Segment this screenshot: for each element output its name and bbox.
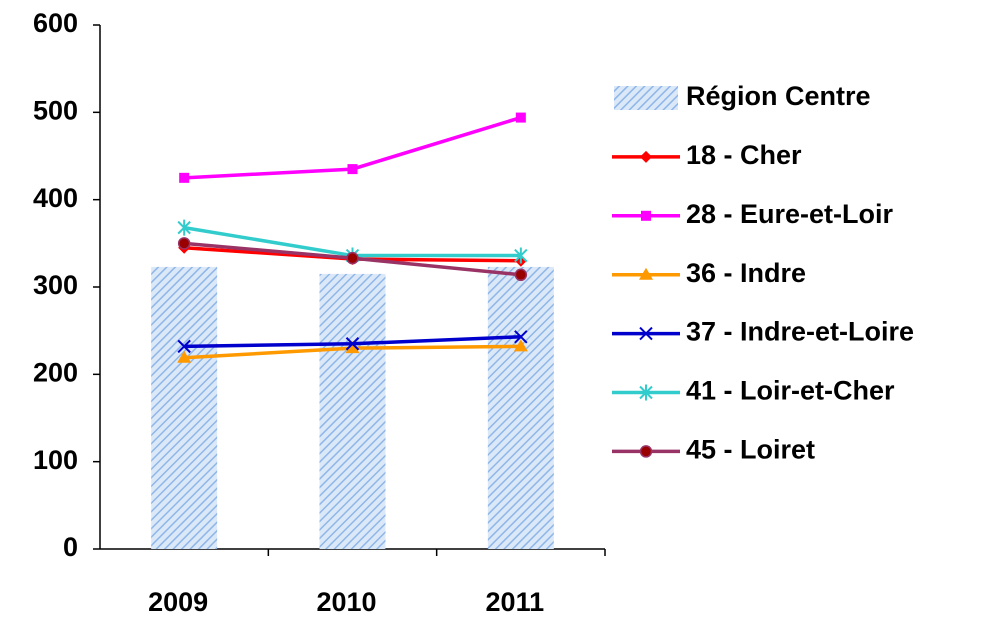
legend-swatch [614,86,678,110]
legend-label: 45 - Loiret [686,435,815,465]
marker [177,237,191,250]
marker [515,112,526,123]
y-tick-label: 100 [33,445,78,475]
x-tick-label: 2009 [148,587,208,617]
marker [347,164,358,175]
y-tick-label: 300 [33,270,78,300]
y-tick-label: 500 [33,95,78,125]
y-tick-label: 0 [63,532,78,562]
legend-label: 41 - Loir-et-Cher [686,376,895,406]
legend-label: 37 - Indre-et-Loire [686,317,914,347]
x-tick-label: 2011 [486,587,545,617]
marker [641,210,651,221]
marker [639,326,653,341]
marker [639,267,653,280]
legend-label: 36 - Indre [686,258,806,288]
bar [319,273,386,549]
bar [487,266,554,549]
marker [345,341,360,354]
marker [514,247,528,264]
marker [640,150,652,163]
legend-label: 18 - Cher [686,140,802,170]
legend-label: Région Centre [686,81,871,111]
marker [346,251,359,265]
marker [177,219,191,236]
marker [177,350,192,363]
x-tick-label: 2010 [316,587,376,617]
y-tick-label: 400 [33,183,78,213]
marker [514,330,528,344]
marker [639,445,653,458]
marker [345,337,360,351]
marker [513,339,528,352]
legend-label: 28 - Eure-et-Loir [686,199,894,229]
marker [179,172,190,183]
marker [177,339,191,354]
marker [514,268,528,282]
bar [151,266,218,549]
y-tick-label: 200 [33,357,78,387]
marker [639,384,653,401]
y-tick-label: 600 [33,8,78,38]
